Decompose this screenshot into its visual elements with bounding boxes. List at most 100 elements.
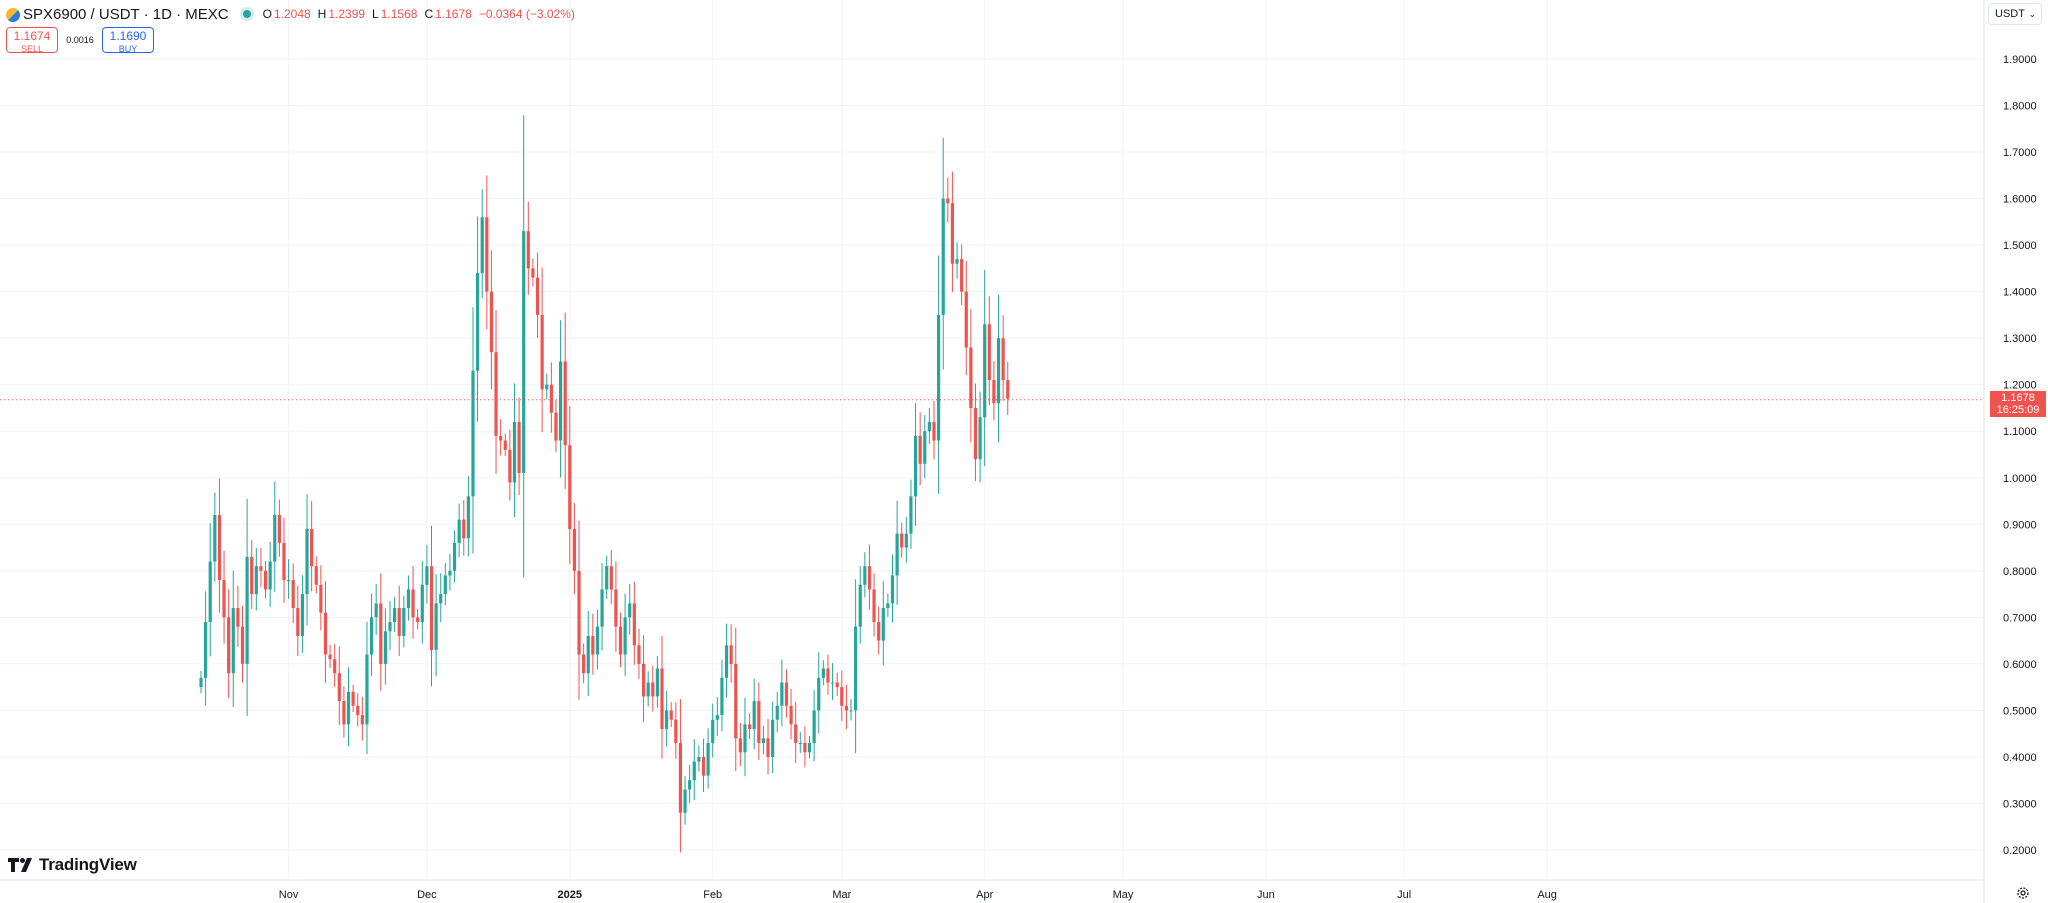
candle[interactable] (863, 552, 867, 598)
candle[interactable] (323, 581, 328, 683)
candle[interactable] (351, 684, 355, 713)
candle[interactable] (568, 406, 572, 565)
candle[interactable] (360, 696, 364, 741)
candle[interactable] (757, 682, 761, 760)
candle[interactable] (904, 516, 908, 563)
candle[interactable] (937, 255, 941, 494)
candle[interactable] (992, 361, 996, 421)
candle[interactable] (683, 776, 687, 825)
candle[interactable] (494, 310, 498, 474)
candle[interactable] (964, 260, 968, 376)
candle[interactable] (798, 731, 802, 754)
candle[interactable] (545, 373, 549, 400)
candle[interactable] (476, 216, 480, 422)
candle[interactable] (250, 540, 254, 610)
candle[interactable] (886, 593, 890, 617)
candle[interactable] (291, 563, 295, 624)
candle[interactable] (973, 383, 978, 482)
candle[interactable] (688, 764, 692, 804)
candle[interactable] (595, 609, 600, 670)
candle[interactable] (743, 697, 747, 777)
candle[interactable] (434, 574, 438, 677)
candle[interactable] (1001, 315, 1005, 401)
candle[interactable] (960, 244, 964, 305)
candle[interactable] (471, 307, 475, 554)
candle[interactable] (867, 544, 872, 609)
candle[interactable] (268, 541, 272, 608)
candle[interactable] (231, 570, 235, 708)
candle[interactable] (369, 593, 374, 676)
candle[interactable] (821, 660, 825, 686)
candle[interactable] (531, 258, 535, 287)
gear-icon[interactable] (2016, 886, 2030, 900)
candle[interactable] (858, 565, 862, 644)
candle[interactable] (208, 523, 212, 657)
candle[interactable] (655, 655, 659, 708)
candle[interactable] (927, 407, 931, 444)
candle[interactable] (383, 608, 387, 685)
candle[interactable] (204, 591, 208, 706)
candle[interactable] (499, 419, 503, 456)
candle[interactable] (701, 738, 706, 792)
candle[interactable] (840, 670, 844, 721)
candle[interactable] (227, 589, 231, 699)
candle[interactable] (784, 669, 789, 718)
candle[interactable] (563, 312, 567, 490)
candle[interactable] (955, 242, 959, 279)
candle[interactable] (775, 691, 779, 733)
candle[interactable] (314, 556, 318, 594)
candle[interactable] (600, 562, 604, 651)
tradingview-logo[interactable]: TradingView (8, 855, 137, 875)
candle[interactable] (715, 696, 719, 737)
candle[interactable] (328, 644, 332, 669)
candle[interactable] (780, 659, 784, 727)
buy-button[interactable]: 1.1690 BUY (102, 27, 154, 54)
candle[interactable] (844, 684, 848, 730)
candle[interactable] (978, 391, 982, 483)
candle[interactable] (319, 565, 323, 631)
candle[interactable] (457, 503, 461, 558)
candle[interactable] (890, 554, 895, 623)
candle[interactable] (614, 561, 618, 652)
candle[interactable] (429, 525, 434, 687)
candle[interactable] (849, 699, 853, 721)
candle[interactable] (918, 412, 922, 486)
candle[interactable] (397, 585, 401, 657)
candle[interactable] (826, 654, 830, 696)
candle[interactable] (411, 565, 415, 639)
candle[interactable] (452, 530, 457, 583)
candle[interactable] (379, 573, 383, 691)
candle[interactable] (1006, 361, 1010, 415)
candle[interactable] (485, 175, 489, 330)
candle[interactable] (946, 177, 950, 223)
candle[interactable] (480, 189, 484, 299)
candle[interactable] (711, 703, 715, 758)
candle[interactable] (674, 702, 678, 759)
candle[interactable] (406, 575, 411, 621)
candle[interactable] (794, 702, 798, 764)
candle[interactable] (425, 545, 429, 604)
candle[interactable] (669, 702, 673, 728)
candle[interactable] (213, 492, 217, 582)
candle[interactable] (697, 745, 701, 772)
candle[interactable] (346, 667, 351, 747)
candle[interactable] (789, 689, 793, 740)
candle[interactable] (646, 671, 650, 707)
candle[interactable] (877, 606, 881, 655)
candle[interactable] (665, 690, 669, 747)
candle[interactable] (618, 612, 623, 668)
candle[interactable] (909, 479, 913, 549)
candle[interactable] (817, 652, 821, 734)
candle[interactable] (969, 309, 973, 443)
candle[interactable] (439, 573, 443, 623)
candle[interactable] (254, 548, 258, 611)
candle[interactable] (277, 499, 281, 557)
candle[interactable] (448, 554, 452, 591)
candle[interactable] (950, 171, 955, 292)
candle[interactable] (766, 718, 770, 775)
candle[interactable] (402, 595, 406, 648)
candle[interactable] (245, 498, 249, 717)
candle[interactable] (462, 500, 466, 556)
candle[interactable] (443, 562, 447, 606)
candle[interactable] (738, 722, 742, 767)
